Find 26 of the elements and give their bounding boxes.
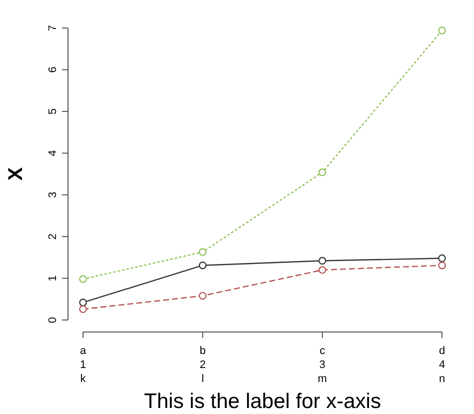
x-axis-title: This is the label for x-axis	[144, 390, 381, 413]
y-tick-label: 7	[47, 24, 59, 32]
point	[79, 305, 87, 314]
x-tick-label: d 4 n	[438, 345, 446, 385]
y-tick-label: 3	[47, 192, 59, 198]
y-tick-label: 0	[47, 316, 59, 324]
point	[318, 256, 326, 265]
point	[318, 168, 326, 176]
y-tick-label: 1	[47, 275, 59, 282]
point	[198, 262, 207, 270]
point	[438, 262, 446, 270]
y-tick-label: 5	[47, 108, 59, 114]
point	[79, 298, 87, 306]
point	[318, 266, 326, 274]
y-axis-title: X	[5, 166, 27, 181]
y-tick-label: 6	[47, 66, 59, 73]
point	[79, 275, 87, 283]
y-tick-label: 2	[47, 234, 59, 240]
point	[198, 248, 207, 256]
x-tick-label: b 2 l	[200, 345, 206, 385]
y-tick-label: 4	[47, 150, 59, 156]
point	[438, 254, 446, 262]
point	[198, 292, 207, 300]
x-tick-label: a 1 k	[80, 345, 87, 385]
x-tick-label: c 3 m	[318, 345, 327, 385]
point	[438, 26, 446, 34]
